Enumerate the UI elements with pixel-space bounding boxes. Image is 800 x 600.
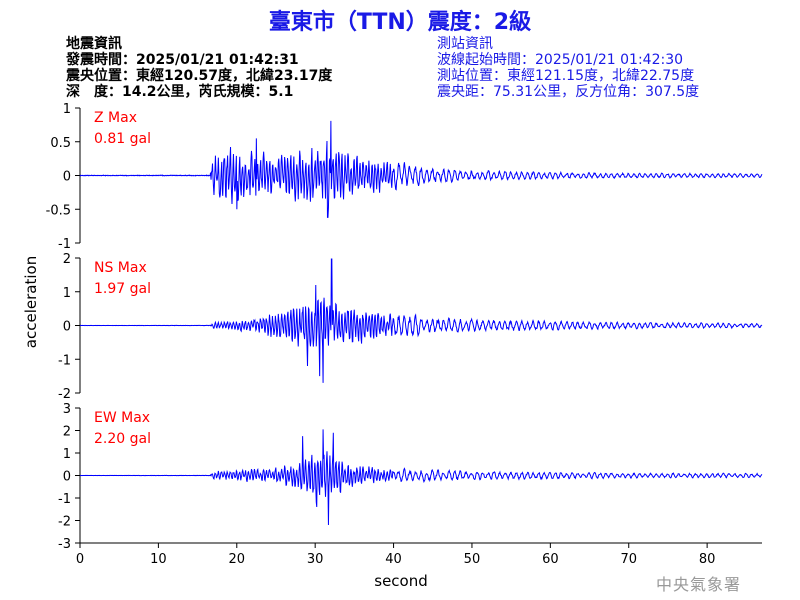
x-axis-label: second: [374, 572, 428, 590]
y-axis-label: acceleration: [22, 256, 40, 348]
x-tick-label: 40: [385, 552, 402, 567]
x-tick-label: 50: [464, 552, 481, 567]
waveform-z: [79, 120, 763, 218]
x-tick-label: 80: [699, 552, 716, 567]
station-info-block: 測站資訊 波線起始時間：2025/01/21 01:42:30 測站位置：東經1…: [437, 36, 699, 100]
y-tick-label: -1: [58, 492, 71, 507]
x-tick-label: 70: [620, 552, 637, 567]
y-tick-label: 2: [63, 252, 71, 267]
y-tick-label: -2: [58, 387, 71, 402]
peak-label-ns: NS Max: [94, 260, 147, 276]
origin-time: 發震時間：2025/01/21 01:42:31: [66, 52, 299, 68]
panel-ew: -3 -2 -1 0 1 2 3 EW Max 2.20 gal: [58, 402, 763, 552]
station-location: 測站位置：東經121.15度，北緯22.75度: [437, 68, 695, 84]
y-tick-label: 3: [63, 402, 71, 417]
y-tick-label: 0: [63, 320, 71, 335]
page-title: 臺東市（TTN）震度：2級: [268, 10, 532, 35]
y-tick-label: 2: [63, 425, 71, 440]
peak-value-ns: 1.97 gal: [94, 281, 151, 297]
y-tick-label: 1: [63, 447, 71, 462]
waveform-ew: [79, 429, 763, 526]
y-tick-label: -3: [58, 537, 71, 552]
depth-magnitude: 深 度：14.2公里，芮氏規模：5.1: [66, 84, 294, 100]
y-tick-label: 1: [63, 286, 71, 301]
peak-label-ew: EW Max: [94, 410, 150, 426]
y-tick-label: -2: [58, 515, 71, 530]
peak-value-z: 0.81 gal: [94, 131, 151, 147]
peak-label-z: Z Max: [94, 110, 137, 126]
y-tick-label: -0.5: [46, 203, 71, 218]
y-tick-label: -1: [58, 353, 71, 368]
x-tick-label: 30: [307, 552, 324, 567]
x-tick-label: 0: [76, 552, 84, 567]
y-tick-label: 0.5: [50, 136, 71, 151]
panel-z: -1 -0.5 0 0.5 1 Z Max 0.81 gal: [46, 102, 763, 252]
x-tick-label: 60: [542, 552, 559, 567]
y-tick-label: -1: [58, 237, 71, 252]
wave-start-time: 波線起始時間：2025/01/21 01:42:30: [437, 52, 684, 68]
quake-info-block: 地震資訊 發震時間：2025/01/21 01:42:31 震央位置：東經120…: [66, 36, 332, 100]
quake-info-heading: 地震資訊: [66, 36, 122, 52]
y-tick-label: 1: [63, 102, 71, 117]
x-tick-label: 20: [229, 552, 246, 567]
x-tick-label: 10: [150, 552, 167, 567]
distance-azimuth: 震央距：75.31公里，反方位角：307.5度: [437, 84, 700, 100]
panel-ns: -2 -1 0 1 2 NS Max 1.97 gal: [58, 252, 763, 402]
peak-value-ew: 2.20 gal: [94, 431, 151, 447]
y-tick-label: 0: [63, 170, 71, 185]
agency-watermark: 中央氣象署: [656, 575, 742, 594]
y-tick-label: 0: [63, 470, 71, 485]
waveform-ns: [79, 258, 763, 383]
epicenter-location: 震央位置：東經120.57度，北緯23.17度: [66, 68, 333, 84]
station-info-heading: 測站資訊: [437, 36, 493, 52]
